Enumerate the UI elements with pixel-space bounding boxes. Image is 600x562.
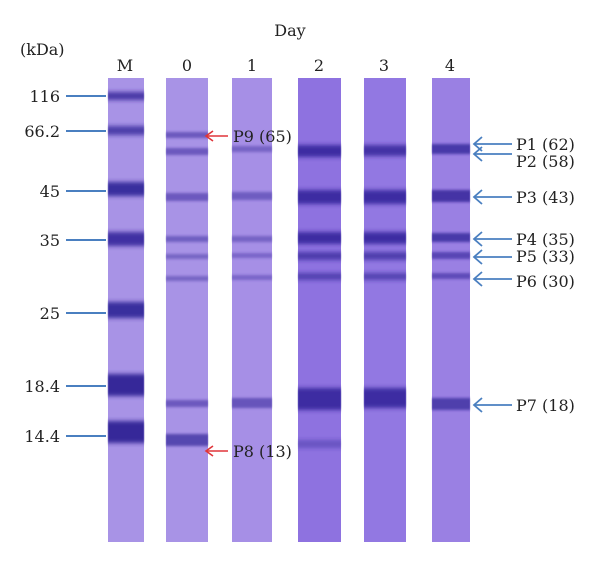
lane-label-day1: 1 <box>247 56 257 75</box>
lane-label-day4: 4 <box>445 56 455 75</box>
lane-label-day0: 0 <box>182 56 192 75</box>
lane-label-day3: 3 <box>379 56 389 75</box>
unit-label: (kDa) <box>20 40 65 59</box>
gel-lanes <box>108 78 470 542</box>
marker-label-35: 35 <box>40 231 60 250</box>
blue-arrow-icon-p6 <box>472 271 512 287</box>
marker-label-116: 116 <box>29 87 60 106</box>
lane-label-day2: 2 <box>314 56 324 75</box>
lane-day1 <box>232 78 272 542</box>
lane-day4 <box>432 78 470 542</box>
annotation-p6: P6 (30) <box>516 272 575 291</box>
annotation-p7: P7 (18) <box>516 396 575 415</box>
marker-label-18: 18.4 <box>24 377 60 396</box>
day3-lane-bands <box>364 145 406 408</box>
blue-annotations <box>472 136 512 413</box>
day-label: Day <box>274 21 305 40</box>
blue-arrow-icon-p4 <box>472 231 512 247</box>
annotation-p5: P5 (33) <box>516 247 575 266</box>
annotation-p4: P4 (35) <box>516 230 575 249</box>
blue-arrow-icon-p2 <box>472 146 512 162</box>
marker-label-14: 14.4 <box>24 427 60 446</box>
marker-label-66: 66.2 <box>24 122 60 141</box>
lane-day0 <box>166 78 208 542</box>
day4-lane-bands <box>432 144 470 410</box>
red-arrow-icon-p8 <box>204 445 228 457</box>
annotation-p1: P1 (62) <box>516 135 575 154</box>
annotation-p9: P9 (65) <box>233 127 292 146</box>
marker-ladder: 116 66.2 45 35 25 18.4 14.4 <box>24 87 106 446</box>
blue-arrow-icon-p7 <box>472 397 512 413</box>
marker-label-25: 25 <box>40 304 60 323</box>
lane-label-m: M <box>117 56 133 75</box>
marker-label-45: 45 <box>40 182 60 201</box>
blue-arrow-icon-p5 <box>472 249 512 265</box>
red-annotations <box>204 130 228 457</box>
annotation-p2: P2 (58) <box>516 152 575 171</box>
day2-lane-bands <box>298 145 341 448</box>
day0-lane-bands <box>166 132 208 446</box>
annotation-p8: P8 (13) <box>233 442 292 461</box>
blue-arrow-icon-p3 <box>472 189 512 205</box>
red-arrow-icon-p9 <box>204 130 228 142</box>
marker-lane-bands <box>108 92 144 443</box>
annotation-p3: P3 (43) <box>516 188 575 207</box>
day1-lane-bands <box>232 146 272 408</box>
